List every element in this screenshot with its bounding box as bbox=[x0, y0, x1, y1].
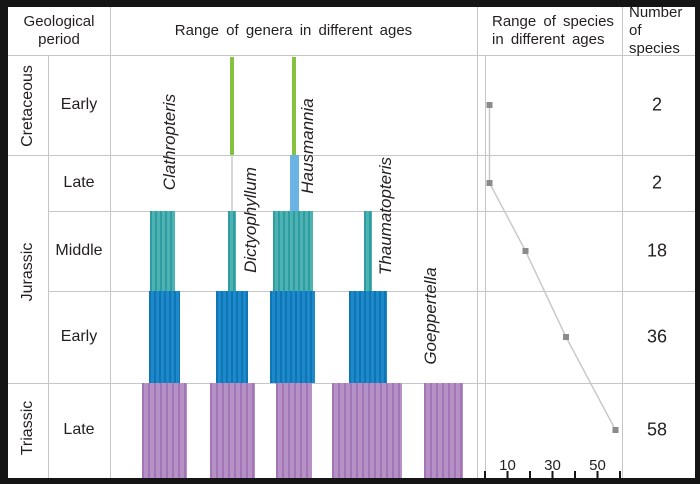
genus-label-hausmannia: Hausmannia bbox=[298, 98, 317, 194]
species-point-early-jurassic bbox=[563, 334, 569, 340]
species-axis-tick bbox=[596, 471, 599, 478]
epoch-label-early-cretaceous: Early bbox=[60, 96, 98, 113]
header-geological-period-label: Geological period bbox=[23, 13, 95, 48]
header-range-of-species: Range of species in different ages bbox=[478, 7, 622, 55]
header-geological-period: Geological period bbox=[8, 7, 110, 55]
species-axis-tick bbox=[551, 471, 554, 478]
genus-label-clathropteris: Clathropteris bbox=[160, 93, 179, 191]
header-range-of-genera-label: Range of genera in different ages bbox=[174, 22, 413, 39]
species-axis-tick bbox=[529, 471, 531, 478]
species-point-middle-jurassic bbox=[522, 248, 529, 254]
species-count-early-cretaceous: 2 bbox=[651, 94, 663, 115]
genus-label-dictyophyllum: Dictyophyllum bbox=[241, 167, 260, 273]
header-number-of-species-label: Number of species bbox=[629, 4, 683, 57]
goeppertella-bar-late-triassic bbox=[424, 383, 463, 478]
epoch-label-late-jurassic: Late bbox=[63, 174, 95, 191]
header-divider-line bbox=[8, 55, 695, 56]
genus-label-goeppertella: Goeppertella bbox=[421, 267, 440, 365]
species-point-late-triassic bbox=[612, 427, 619, 433]
period-label-cretaceous: Cretaceous bbox=[19, 65, 36, 147]
header-number-of-species: Number of species bbox=[622, 4, 695, 57]
species-count-early-jurassic: 36 bbox=[646, 326, 668, 347]
species-count-middle-jurassic: 18 bbox=[646, 240, 668, 261]
species-point-late-jurassic bbox=[486, 180, 493, 186]
species-count-late-triassic: 58 bbox=[646, 419, 668, 440]
dictyophyllum-bar-early-jurassic bbox=[216, 291, 248, 383]
species-axis-tick-label: 30 bbox=[544, 457, 561, 474]
hausmannia-bar-late-triassic bbox=[276, 383, 312, 478]
hausmannia-bar-late-jurassic bbox=[290, 155, 299, 211]
thaumatopteris-bar-middle-jurassic bbox=[364, 211, 372, 291]
thaumatopteris-bar-late-triassic bbox=[332, 383, 402, 478]
period-label-jurassic: Jurassic bbox=[19, 242, 36, 302]
clathropteris-bar-early-jurassic bbox=[149, 291, 180, 383]
period-label-triassic: Triassic bbox=[19, 400, 36, 456]
clathropteris-bar-late-triassic bbox=[142, 383, 187, 478]
header-range-of-species-label: Range of species in different ages bbox=[492, 13, 614, 48]
figure-border-right bbox=[695, 0, 700, 484]
figure-border-left bbox=[0, 0, 8, 484]
figure-border-top bbox=[0, 0, 700, 7]
epoch-label-middle-jurassic: Middle bbox=[55, 242, 103, 259]
clathropteris-bar-middle-jurassic bbox=[150, 211, 175, 291]
period-epoch-divider-line bbox=[48, 55, 49, 478]
species-axis-tick bbox=[506, 471, 509, 478]
species-point-early-cretaceous bbox=[486, 102, 493, 108]
species-trend-line bbox=[488, 105, 617, 431]
species-count-divider-line bbox=[622, 7, 623, 478]
dictyophyllum-bar-late-triassic bbox=[210, 383, 255, 478]
genus-label-thaumatopteris: Thaumatopteris bbox=[376, 156, 395, 276]
epoch-label-late-triassic: Late bbox=[63, 421, 95, 438]
thaumatopteris-bar-early-jurassic bbox=[349, 291, 387, 383]
dictyophyllum-bar-early-cretaceous bbox=[230, 57, 234, 155]
species-axis-tick bbox=[619, 471, 621, 478]
species-axis-tick bbox=[574, 471, 576, 478]
species-axis-tick-label: 50 bbox=[589, 457, 606, 474]
dictyophyllum-bar-middle-jurassic bbox=[228, 211, 236, 291]
genera-species-divider-line bbox=[477, 7, 478, 478]
hausmannia-bar-middle-jurassic bbox=[273, 211, 313, 291]
cretaceous-jurassic-boundary-line bbox=[8, 155, 695, 156]
period-genera-divider-line bbox=[110, 7, 111, 478]
hausmannia-bar-early-cretaceous bbox=[292, 57, 296, 155]
species-count-late-jurassic: 2 bbox=[651, 172, 663, 193]
header-range-of-genera: Range of genera in different ages bbox=[110, 7, 477, 55]
figure-border-bottom bbox=[0, 478, 700, 484]
epoch-label-early-jurassic: Early bbox=[60, 328, 98, 345]
species-axis-line bbox=[485, 55, 486, 478]
dictyophyllum-bar-late-jurassic bbox=[231, 155, 233, 211]
hausmannia-bar-early-jurassic bbox=[270, 291, 315, 383]
species-axis-tick-label: 10 bbox=[499, 457, 516, 474]
